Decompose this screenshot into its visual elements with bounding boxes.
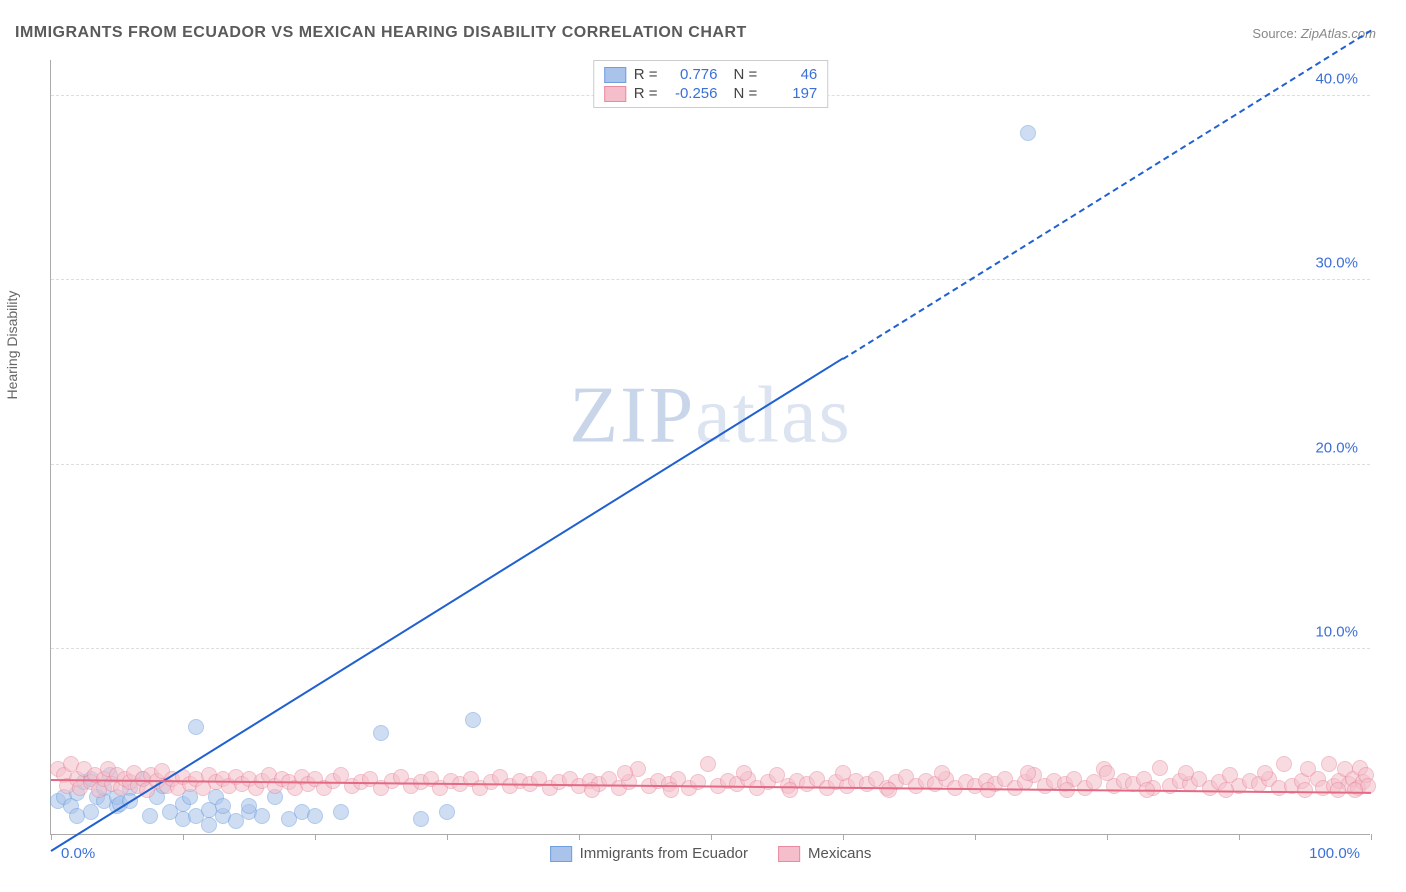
data-point (881, 782, 897, 798)
y-tick-label: 10.0% (1315, 624, 1358, 641)
legend-item: Mexicans (778, 845, 871, 862)
gridline (51, 464, 1370, 465)
x-axis-max-label: 100.0% (1309, 845, 1360, 862)
x-tick (1239, 834, 1240, 840)
source-label: Source: (1252, 26, 1297, 41)
data-point (1178, 765, 1194, 781)
y-tick-label: 40.0% (1315, 70, 1358, 87)
x-tick (975, 834, 976, 840)
data-point (413, 811, 429, 827)
x-axis-min-label: 0.0% (61, 845, 95, 862)
x-tick (843, 834, 844, 840)
chart-title: IMMIGRANTS FROM ECUADOR VS MEXICAN HEARI… (15, 24, 747, 42)
data-point (1297, 782, 1313, 798)
legend-swatch (778, 846, 800, 862)
gridline (51, 279, 1370, 280)
data-point (1347, 782, 1363, 798)
watermark-text-b: atlas (695, 372, 852, 460)
x-tick (183, 834, 184, 840)
x-tick (1371, 834, 1372, 840)
data-point (439, 804, 455, 820)
data-point (333, 804, 349, 820)
data-point (1257, 765, 1273, 781)
legend-n-prefix: N = (734, 85, 758, 102)
data-point (83, 804, 99, 820)
legend-row: R = 0.776 N = 46 (604, 65, 818, 84)
correlation-legend: R = 0.776 N = 46 R = -0.256 N = 197 (593, 60, 829, 108)
legend-r-value: -0.256 (666, 85, 718, 102)
legend-r-prefix: R = (634, 85, 658, 102)
regression-line (842, 29, 1371, 359)
legend-row: R = -0.256 N = 197 (604, 84, 818, 103)
y-axis-label: Hearing Disability (4, 291, 20, 400)
scatter-plot-area: ZIPatlas R =0.776N =46R =-0.256N =197 Im… (50, 60, 1370, 835)
data-point (465, 712, 481, 728)
gridline (51, 648, 1370, 649)
data-point (934, 765, 950, 781)
watermark-text-a: ZIP (569, 372, 695, 460)
data-point (254, 808, 270, 824)
legend-label: Immigrants from Ecuador (580, 845, 748, 862)
x-tick (711, 834, 712, 840)
data-point (188, 719, 204, 735)
x-tick (51, 834, 52, 840)
data-point (700, 756, 716, 772)
data-point (1020, 125, 1036, 141)
data-point (782, 782, 798, 798)
legend-swatch (550, 846, 572, 862)
data-point (1276, 756, 1292, 772)
data-point (690, 774, 706, 790)
legend-n-prefix: N = (734, 66, 758, 83)
series-legend: Immigrants from Ecuador Mexicans (550, 845, 872, 862)
data-point (1152, 760, 1168, 776)
legend-swatch (604, 86, 626, 102)
data-point (736, 765, 752, 781)
x-tick (1107, 834, 1108, 840)
data-point (1020, 765, 1036, 781)
y-tick-label: 20.0% (1315, 439, 1358, 456)
x-tick (579, 834, 580, 840)
legend-label: Mexicans (808, 845, 871, 862)
legend-r-prefix: R = (634, 66, 658, 83)
y-tick-label: 30.0% (1315, 255, 1358, 272)
data-point (215, 798, 231, 814)
data-point (1330, 782, 1346, 798)
data-point (617, 765, 633, 781)
data-point (142, 808, 158, 824)
data-point (373, 725, 389, 741)
data-point (835, 765, 851, 781)
legend-item: Immigrants from Ecuador (550, 845, 748, 862)
data-point (1099, 765, 1115, 781)
x-tick (447, 834, 448, 840)
legend-r-value: 0.776 (666, 66, 718, 83)
data-point (307, 808, 323, 824)
legend-n-value: 197 (765, 85, 817, 102)
legend-n-value: 46 (765, 66, 817, 83)
legend-swatch (604, 67, 626, 83)
watermark: ZIPatlas (569, 371, 852, 462)
data-point (1321, 756, 1337, 772)
x-tick (315, 834, 316, 840)
